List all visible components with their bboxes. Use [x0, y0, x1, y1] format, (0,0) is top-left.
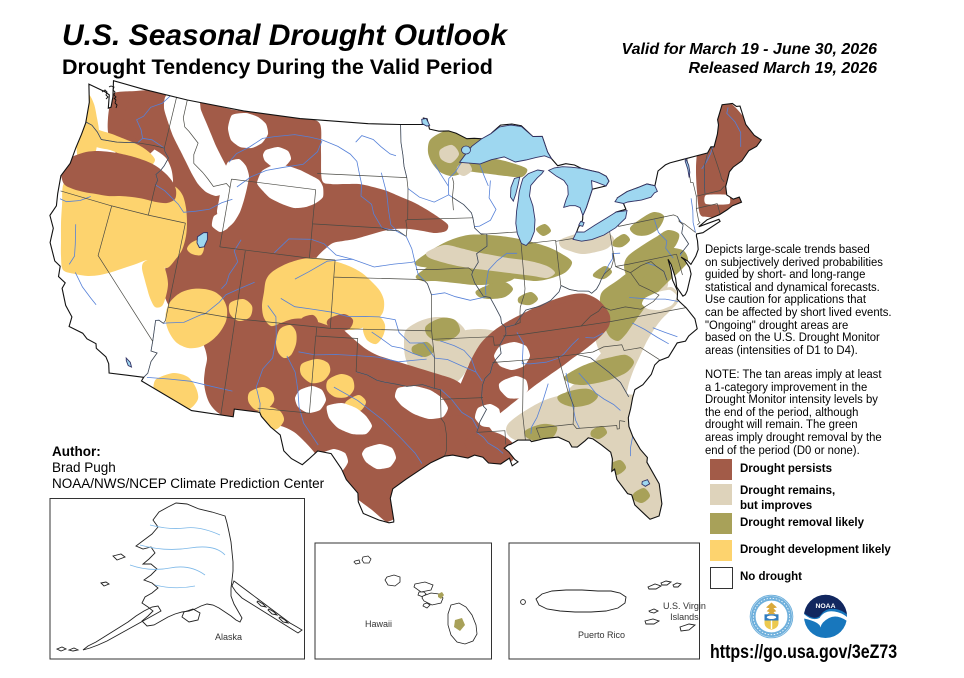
svg-text:NOAA: NOAA [815, 603, 835, 610]
